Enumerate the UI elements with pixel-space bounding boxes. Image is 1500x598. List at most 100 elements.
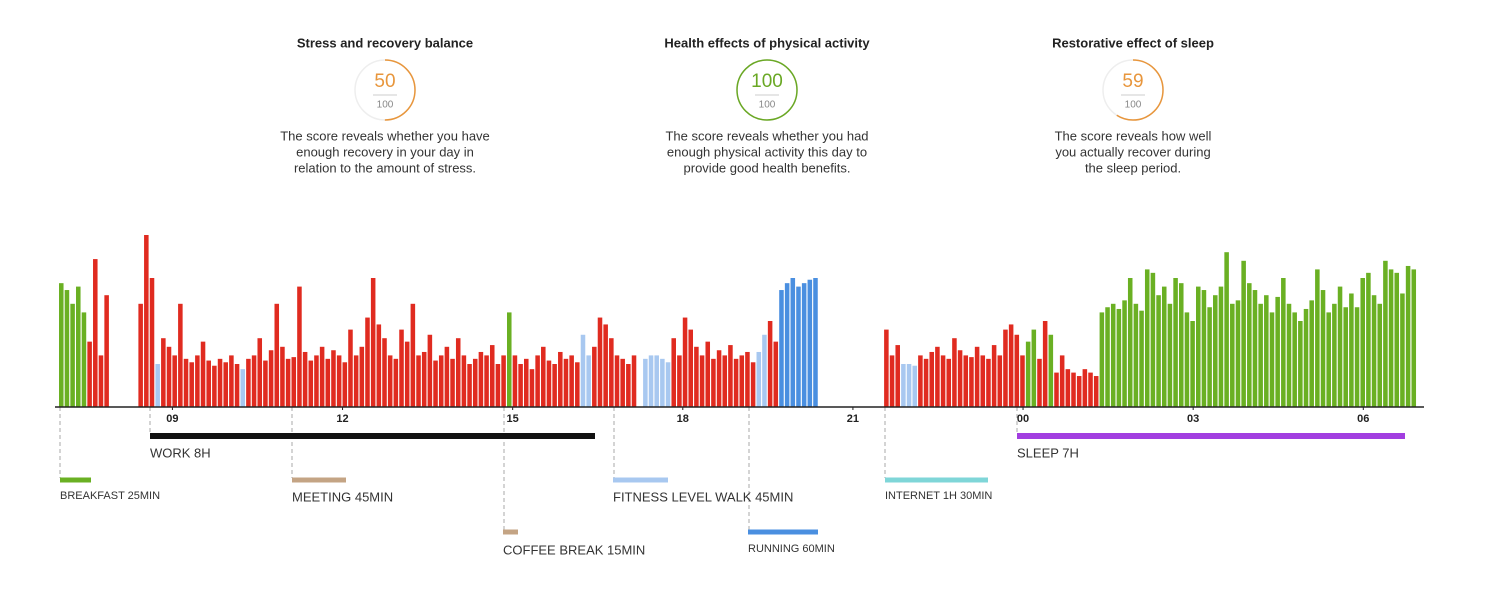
bar	[1184, 312, 1190, 407]
bar	[1286, 303, 1292, 407]
bar	[246, 358, 251, 407]
bar	[733, 358, 739, 407]
bar	[393, 358, 399, 407]
bar	[285, 358, 291, 407]
bar	[660, 358, 665, 407]
activity-label: SLEEP 7H	[1017, 445, 1079, 460]
bar	[1082, 369, 1088, 407]
bar	[1275, 296, 1280, 407]
bar	[620, 358, 625, 407]
bar	[1048, 334, 1054, 407]
bar	[779, 290, 784, 407]
bar	[1173, 278, 1178, 407]
score-value: 100	[751, 71, 783, 92]
bar	[1150, 272, 1156, 407]
bar	[535, 355, 540, 407]
bar	[969, 357, 974, 407]
bar	[59, 283, 64, 407]
bar	[1224, 252, 1229, 407]
score-ring	[354, 59, 416, 121]
bar	[648, 355, 654, 407]
bar	[478, 351, 484, 407]
bar	[1349, 293, 1354, 407]
score-description: The score reveals whether you have	[280, 128, 490, 143]
bar	[342, 362, 348, 407]
bar	[93, 259, 98, 407]
bar	[1127, 278, 1133, 407]
bar	[1258, 303, 1263, 407]
bar	[963, 355, 969, 407]
bar	[1190, 321, 1195, 407]
bar	[884, 329, 889, 407]
bar	[138, 303, 143, 407]
activity-label: WORK 8H	[150, 445, 211, 460]
score-max: 100	[759, 100, 776, 111]
bar	[603, 324, 608, 407]
bar	[455, 338, 461, 407]
bar	[1343, 307, 1348, 407]
bar	[1281, 278, 1286, 407]
score-title: Restorative effect of sleep	[1052, 35, 1214, 50]
bar	[1133, 303, 1139, 407]
bar	[1116, 308, 1122, 407]
activity-label: MEETING 45MIN	[292, 489, 393, 504]
bar	[946, 358, 952, 407]
score-max: 100	[1125, 100, 1142, 111]
bar	[1241, 260, 1246, 407]
bar	[1303, 308, 1309, 407]
bar	[1059, 355, 1065, 407]
bar	[336, 355, 342, 407]
bar	[161, 338, 166, 407]
bar	[81, 312, 87, 407]
bar	[929, 351, 935, 407]
bar	[784, 283, 790, 407]
activity-label: INTERNET 1H 30MIN	[885, 490, 992, 502]
bar	[1394, 272, 1400, 407]
bar	[183, 358, 189, 407]
bar	[1020, 355, 1025, 407]
bar	[991, 345, 997, 407]
bar	[935, 346, 940, 407]
bar	[280, 346, 285, 407]
bar	[195, 355, 200, 407]
bar	[1003, 329, 1008, 407]
bar	[997, 355, 1003, 407]
bar	[722, 355, 728, 407]
bar	[444, 346, 450, 407]
bar	[1054, 372, 1059, 407]
bar	[359, 346, 365, 407]
x-tick-label: 15	[507, 413, 519, 425]
bar	[1093, 376, 1099, 407]
bar	[365, 317, 370, 407]
bar	[1337, 286, 1343, 407]
bar	[353, 355, 359, 407]
bar	[580, 334, 586, 407]
bar	[750, 362, 756, 407]
bar	[1366, 272, 1371, 407]
bar	[1099, 312, 1105, 407]
bar	[906, 364, 912, 407]
activity-label: BREAKFAST 25MIN	[60, 490, 160, 502]
bar	[569, 355, 574, 407]
bar	[1178, 283, 1184, 407]
bar	[461, 355, 467, 407]
bar	[144, 235, 149, 407]
bar	[699, 355, 705, 407]
bar	[416, 355, 421, 407]
bar	[1298, 321, 1303, 407]
bar	[677, 355, 682, 407]
bar	[297, 286, 302, 407]
bar	[467, 364, 472, 407]
bar	[387, 355, 393, 407]
bar	[1167, 303, 1173, 407]
bar	[1252, 290, 1258, 407]
bar	[1388, 269, 1394, 407]
bar	[1031, 329, 1037, 407]
bar	[87, 341, 92, 407]
bar	[501, 355, 506, 407]
bar	[223, 362, 228, 407]
activity-label: COFFEE BREAK 15MIN	[503, 542, 645, 557]
bar	[1405, 265, 1411, 407]
bar	[1315, 269, 1320, 407]
